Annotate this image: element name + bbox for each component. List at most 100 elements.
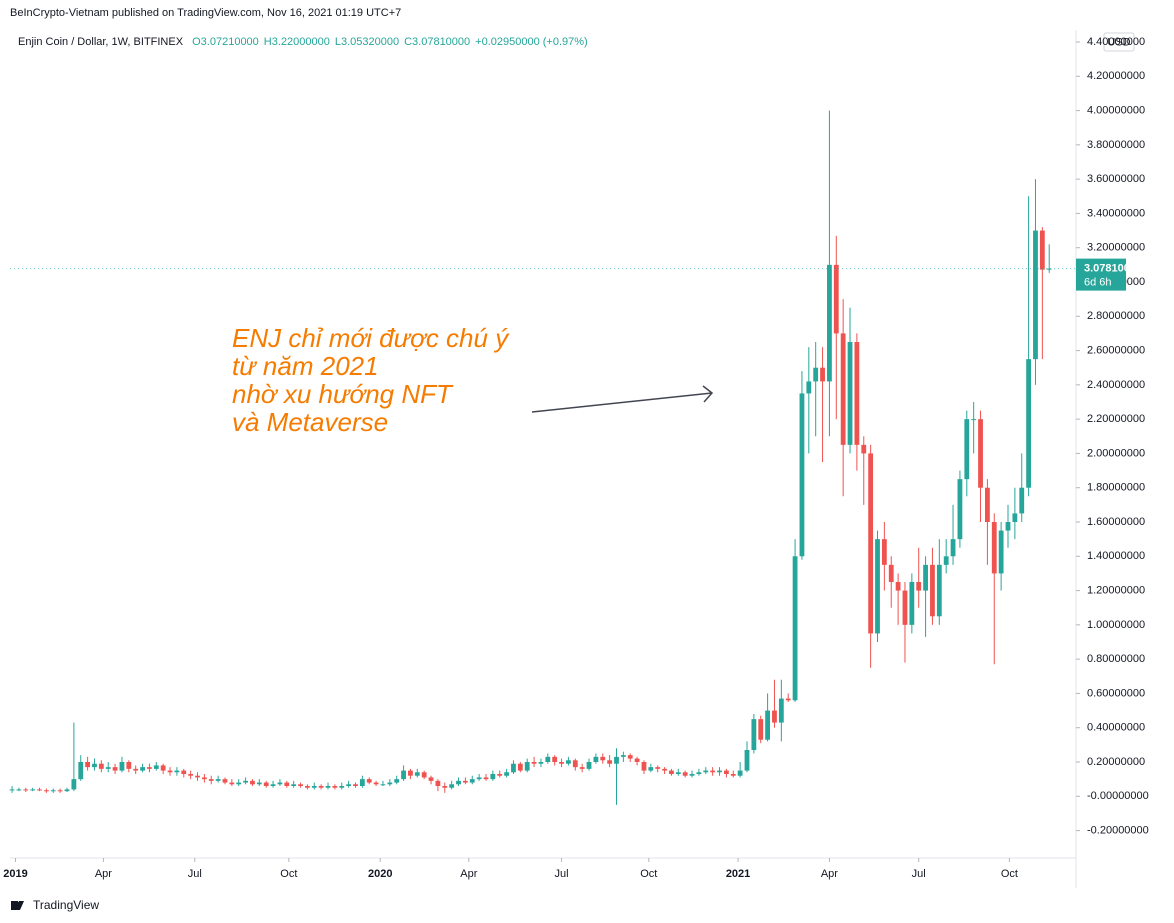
candle-body bbox=[675, 772, 681, 774]
candle-body bbox=[902, 590, 908, 625]
x-tick-label: Jul bbox=[555, 868, 569, 880]
candle-body bbox=[133, 768, 139, 771]
candle-body bbox=[703, 770, 709, 773]
x-tick-label: 2019 bbox=[3, 868, 27, 880]
candle-body bbox=[311, 786, 317, 788]
annotation-line: và Metaverse bbox=[232, 407, 388, 437]
candle-body bbox=[943, 556, 949, 565]
x-tick-label: 2020 bbox=[368, 868, 392, 880]
y-tick-label: 0.80000000 bbox=[1087, 653, 1145, 665]
candle-body bbox=[923, 564, 928, 591]
last-price-label: 3.07810000 bbox=[1084, 263, 1142, 275]
currency-badge[interactable] bbox=[1103, 32, 1135, 52]
candle-body bbox=[936, 564, 942, 617]
y-tick-label: 2.60000000 bbox=[1087, 344, 1145, 356]
arrow-line bbox=[531, 392, 713, 413]
y-tick-label: 2.80000000 bbox=[1087, 310, 1145, 322]
candle-body bbox=[401, 770, 406, 780]
candle-body bbox=[991, 522, 997, 574]
y-tick-label: -0.00000000 bbox=[1087, 790, 1149, 802]
candle-body bbox=[971, 419, 977, 421]
candle-body bbox=[614, 756, 619, 764]
candle-body bbox=[23, 789, 29, 791]
candle-body bbox=[160, 765, 166, 771]
annotation-line: ENJ chỉ mới được chú ý bbox=[232, 323, 510, 353]
plot bbox=[9, 110, 1052, 805]
y-tick-label: 4.20000000 bbox=[1087, 70, 1145, 82]
legend-value: H3.22000000 bbox=[264, 36, 330, 48]
candle-body bbox=[57, 790, 63, 792]
candle-body bbox=[256, 782, 262, 785]
candle-body bbox=[868, 453, 874, 634]
candle-body bbox=[98, 763, 104, 769]
candle-body bbox=[813, 367, 819, 382]
y-tick-label: 2.00000000 bbox=[1087, 447, 1145, 459]
candle-body bbox=[112, 767, 118, 771]
candle-body bbox=[607, 760, 613, 764]
candle-body bbox=[428, 777, 434, 781]
legend-value: L3.05320000 bbox=[335, 36, 399, 48]
footer-brand: TradingView bbox=[33, 898, 99, 912]
candle-body bbox=[586, 762, 592, 769]
candle-body bbox=[346, 784, 352, 786]
legend-value: O3.07210000 bbox=[192, 36, 259, 48]
candle-body bbox=[250, 780, 255, 785]
candle-body bbox=[174, 770, 180, 773]
candle-body bbox=[765, 710, 771, 740]
y-tick-label: 2.40000000 bbox=[1087, 379, 1145, 391]
candle-body bbox=[394, 779, 400, 783]
candle-body bbox=[1012, 513, 1018, 522]
x-tick-label: Apr bbox=[460, 868, 477, 880]
candle-body bbox=[572, 760, 578, 768]
y-tick-label: 1.40000000 bbox=[1087, 550, 1145, 562]
candle-body bbox=[737, 770, 743, 776]
y-tick-label: 3.80000000 bbox=[1087, 139, 1145, 151]
candle-body bbox=[497, 774, 503, 776]
currency[interactable]: USD bbox=[1107, 36, 1130, 48]
candle-body bbox=[339, 786, 345, 788]
candle-body bbox=[408, 770, 413, 776]
candle-body bbox=[655, 767, 661, 769]
candle-body bbox=[43, 790, 49, 792]
candle-body bbox=[147, 767, 152, 769]
candle-body bbox=[620, 755, 626, 757]
candle-body bbox=[64, 789, 70, 792]
candle-body bbox=[37, 789, 42, 791]
candle-body bbox=[840, 333, 846, 445]
last-price-badge bbox=[1076, 258, 1126, 291]
candle-body bbox=[442, 786, 448, 788]
candle-body bbox=[1005, 522, 1011, 531]
candle-body bbox=[566, 760, 571, 764]
candle-body bbox=[140, 767, 145, 771]
candle-body bbox=[950, 539, 956, 557]
candle-body bbox=[277, 782, 283, 785]
candle-body bbox=[353, 784, 358, 786]
candle-body bbox=[1019, 487, 1025, 514]
candle-body bbox=[710, 770, 716, 773]
candle-body bbox=[291, 784, 297, 786]
candle-body bbox=[105, 767, 111, 769]
candle-body bbox=[552, 756, 558, 762]
candle-body bbox=[1039, 230, 1045, 270]
candle-body bbox=[325, 786, 331, 788]
candle-body bbox=[119, 762, 125, 771]
candle-body bbox=[881, 539, 887, 565]
candle-body bbox=[85, 762, 91, 768]
annotation-line: nhờ xu hướng NFT bbox=[232, 379, 454, 409]
candle-body bbox=[284, 782, 290, 786]
candle-body bbox=[215, 779, 221, 781]
candle-body bbox=[579, 767, 585, 769]
candle-body bbox=[682, 772, 688, 776]
candle-body bbox=[16, 789, 22, 791]
x-tick-label: Apr bbox=[95, 868, 112, 880]
candle-body bbox=[373, 782, 379, 785]
candle-body bbox=[243, 780, 248, 783]
candle-body bbox=[126, 762, 132, 769]
candle-body bbox=[524, 762, 530, 771]
x-tick-label: 2021 bbox=[726, 868, 750, 880]
candle-body bbox=[772, 710, 777, 723]
candle-body bbox=[167, 770, 173, 773]
y-tick-label: 1.80000000 bbox=[1087, 482, 1145, 494]
candle-body bbox=[662, 768, 667, 771]
